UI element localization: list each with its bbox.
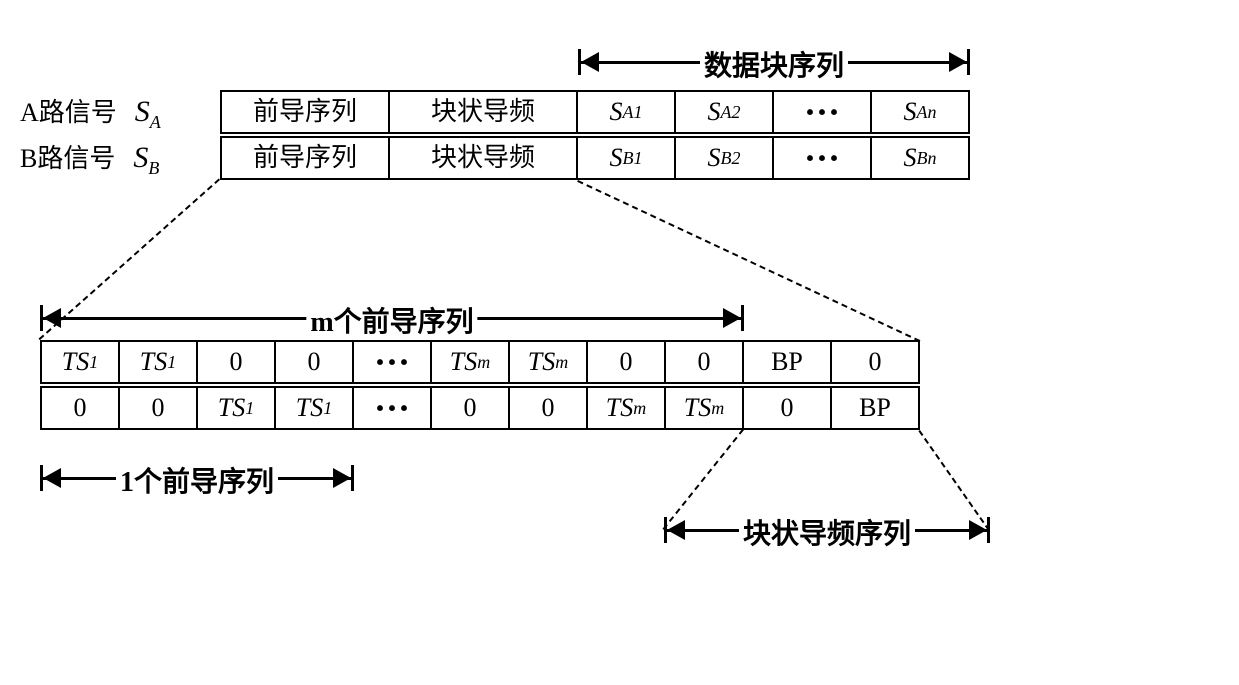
expanded-cell: BP (830, 386, 920, 430)
frame-cell: SBn (870, 136, 970, 180)
signal-row-label: A路信号 SA (20, 92, 220, 133)
arrow-label: 数据块序列 (700, 44, 848, 84)
expanded-cell: TS1 (274, 386, 354, 430)
expanded-cell: 0 (508, 386, 588, 430)
expanded-cell: 0 (586, 340, 666, 384)
frame-cell: 前导序列 (220, 90, 390, 134)
expanded-cell: BP (742, 340, 832, 384)
row-label-cn: B路信号 (20, 138, 115, 175)
expanded-cell: TS1 (196, 386, 276, 430)
signal-row-label: B路信号 SB (20, 138, 220, 179)
expanded-cell: ··· (352, 340, 432, 384)
expanded-cell: 0 (742, 386, 832, 430)
expanded-cell: TSm (664, 386, 744, 430)
frame-cell: 前导序列 (220, 136, 390, 180)
row-label-symbol: SB (133, 141, 159, 179)
expanded-cell: 0 (274, 340, 354, 384)
row-label-cn: A路信号 (20, 92, 117, 129)
frame-cell: SB1 (576, 136, 676, 180)
frame-cell: SB2 (674, 136, 774, 180)
arrow-label: m个前导序列 (306, 300, 477, 340)
frame-cell: SAn (870, 90, 970, 134)
expanded-cell: 0 (118, 386, 198, 430)
arrow-label: 1个前导序列 (116, 460, 278, 500)
expanded-cell: 0 (664, 340, 744, 384)
frame-cell: 块状导频 (388, 136, 578, 180)
row-label-symbol: SA (135, 95, 161, 133)
expanded-cell: 0 (40, 386, 120, 430)
frame-cell: SA2 (674, 90, 774, 134)
frame-cell: SA1 (576, 90, 676, 134)
frame-cell: ··· (772, 136, 872, 180)
expanded-cell: ··· (352, 386, 432, 430)
expanded-cell: 0 (430, 386, 510, 430)
expanded-cell: TS1 (118, 340, 198, 384)
frame-cell: ··· (772, 90, 872, 134)
expanded-cell: 0 (830, 340, 920, 384)
expanded-cell: TSm (586, 386, 666, 430)
expanded-cell: TS1 (40, 340, 120, 384)
expanded-cell: TSm (508, 340, 588, 384)
frame-cell: 块状导频 (388, 90, 578, 134)
expanded-cell: 0 (196, 340, 276, 384)
expanded-cell: TSm (430, 340, 510, 384)
arrow-label: 块状导频序列 (739, 512, 915, 552)
